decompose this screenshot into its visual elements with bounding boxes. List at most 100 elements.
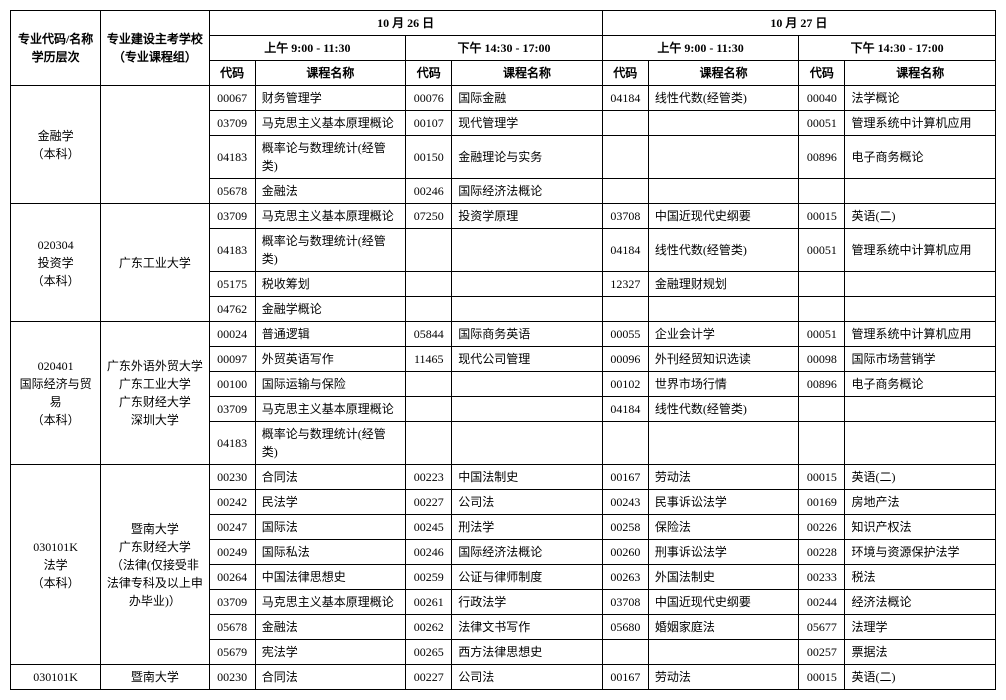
course-name-cell: 宪法学 — [255, 640, 405, 665]
course-name-cell: 中国近现代史纲要 — [648, 590, 798, 615]
course-code-cell: 05175 — [209, 272, 255, 297]
course-name-cell: 劳动法 — [648, 465, 798, 490]
course-name-cell — [452, 372, 602, 397]
course-name-cell: 中国近现代史纲要 — [648, 204, 798, 229]
course-code-cell: 00242 — [209, 490, 255, 515]
course-name-cell: 英语(二) — [845, 665, 996, 690]
course-code-cell: 00076 — [406, 86, 452, 111]
course-code-cell: 00223 — [406, 465, 452, 490]
table-row: 020401国际经济与贸易（本科）广东外语外贸大学广东工业大学广东财经大学深圳大… — [11, 322, 996, 347]
course-name-cell: 国际经济法概论 — [452, 540, 602, 565]
course-code-cell: 00015 — [799, 204, 845, 229]
course-name-cell: 英语(二) — [845, 204, 996, 229]
course-code-cell — [602, 297, 648, 322]
course-code-cell — [799, 272, 845, 297]
course-code-cell: 00249 — [209, 540, 255, 565]
major-cell: 金融学（本科） — [11, 86, 101, 204]
course-code-cell — [602, 179, 648, 204]
course-code-cell: 12327 — [602, 272, 648, 297]
course-code-cell: 00244 — [799, 590, 845, 615]
header-course: 课程名称 — [255, 61, 405, 86]
course-name-cell: 国际金融 — [452, 86, 602, 111]
course-code-cell: 03708 — [602, 204, 648, 229]
header-d1-pm: 下午 14:30 - 17:00 — [406, 36, 603, 61]
course-name-cell — [452, 229, 602, 272]
course-name-cell: 劳动法 — [648, 665, 798, 690]
major-cell: 030101K法学（本科） — [11, 465, 101, 665]
course-code-cell: 04184 — [602, 86, 648, 111]
course-name-cell: 西方法律思想史 — [452, 640, 602, 665]
course-code-cell: 03709 — [209, 397, 255, 422]
course-code-cell: 04762 — [209, 297, 255, 322]
table-row: 030101K法学（本科）暨南大学广东财经大学（法律(仅接受非法律专科及以上申办… — [11, 465, 996, 490]
course-code-cell: 00015 — [799, 465, 845, 490]
course-name-cell: 合同法 — [255, 465, 405, 490]
course-name-cell: 国际运输与保险 — [255, 372, 405, 397]
course-code-cell: 05678 — [209, 615, 255, 640]
course-name-cell — [452, 422, 602, 465]
header-code: 代码 — [209, 61, 255, 86]
header-d2-am: 上午 9:00 - 11:30 — [602, 36, 799, 61]
course-code-cell: 00896 — [799, 136, 845, 179]
course-name-cell: 国际法 — [255, 515, 405, 540]
course-name-cell: 财务管理学 — [255, 86, 405, 111]
course-code-cell — [602, 111, 648, 136]
course-code-cell: 00259 — [406, 565, 452, 590]
header-school: 专业建设主考学校（专业课程组） — [101, 11, 209, 86]
course-code-cell: 00230 — [209, 665, 255, 690]
course-code-cell: 00167 — [602, 665, 648, 690]
course-name-cell: 金融理论与实务 — [452, 136, 602, 179]
course-name-cell: 知识产权法 — [845, 515, 996, 540]
course-name-cell: 电子商务概论 — [845, 136, 996, 179]
course-name-cell: 法律文书写作 — [452, 615, 602, 640]
table-row: 金融学（本科）00067财务管理学00076国际金融04184线性代数(经管类)… — [11, 86, 996, 111]
course-code-cell: 03709 — [209, 204, 255, 229]
course-code-cell: 00246 — [406, 540, 452, 565]
major-cell: 030101K — [11, 665, 101, 690]
header-day2: 10 月 27 日 — [602, 11, 995, 36]
course-name-cell: 刑事诉讼法学 — [648, 540, 798, 565]
course-code-cell — [602, 640, 648, 665]
course-code-cell: 04183 — [209, 136, 255, 179]
course-code-cell: 00015 — [799, 665, 845, 690]
header-course: 课程名称 — [452, 61, 602, 86]
course-code-cell: 00097 — [209, 347, 255, 372]
course-code-cell: 00227 — [406, 665, 452, 690]
course-code-cell: 05680 — [602, 615, 648, 640]
course-code-cell: 00098 — [799, 347, 845, 372]
course-code-cell — [406, 272, 452, 297]
course-name-cell — [648, 136, 798, 179]
course-name-cell: 马克思主义基本原理概论 — [255, 590, 405, 615]
course-name-cell: 外国法制史 — [648, 565, 798, 590]
course-code-cell: 07250 — [406, 204, 452, 229]
course-name-cell: 概率论与数理统计(经管类) — [255, 422, 405, 465]
course-code-cell: 04184 — [602, 397, 648, 422]
course-code-cell: 00258 — [602, 515, 648, 540]
major-cell: 020304投资学（本科） — [11, 204, 101, 322]
course-name-cell: 刑法学 — [452, 515, 602, 540]
course-name-cell: 婚姻家庭法 — [648, 615, 798, 640]
course-code-cell: 00169 — [799, 490, 845, 515]
course-name-cell: 世界市场行情 — [648, 372, 798, 397]
course-code-cell: 00245 — [406, 515, 452, 540]
course-name-cell: 金融理财规划 — [648, 272, 798, 297]
school-cell: 广东外语外贸大学广东工业大学广东财经大学深圳大学 — [101, 322, 209, 465]
course-name-cell: 英语(二) — [845, 465, 996, 490]
course-name-cell: 国际经济法概论 — [452, 179, 602, 204]
course-name-cell: 概率论与数理统计(经管类) — [255, 229, 405, 272]
course-code-cell: 00233 — [799, 565, 845, 590]
course-name-cell: 投资学原理 — [452, 204, 602, 229]
major-cell: 020401国际经济与贸易（本科） — [11, 322, 101, 465]
course-name-cell: 线性代数(经管类) — [648, 86, 798, 111]
course-name-cell: 国际市场营销学 — [845, 347, 996, 372]
course-code-cell: 00896 — [799, 372, 845, 397]
course-name-cell — [452, 272, 602, 297]
course-code-cell: 05678 — [209, 179, 255, 204]
course-name-cell: 民法学 — [255, 490, 405, 515]
course-name-cell: 普通逻辑 — [255, 322, 405, 347]
course-name-cell: 经济法概论 — [845, 590, 996, 615]
course-name-cell: 国际私法 — [255, 540, 405, 565]
header-day1: 10 月 26 日 — [209, 11, 602, 36]
course-code-cell — [406, 297, 452, 322]
course-code-cell: 00067 — [209, 86, 255, 111]
